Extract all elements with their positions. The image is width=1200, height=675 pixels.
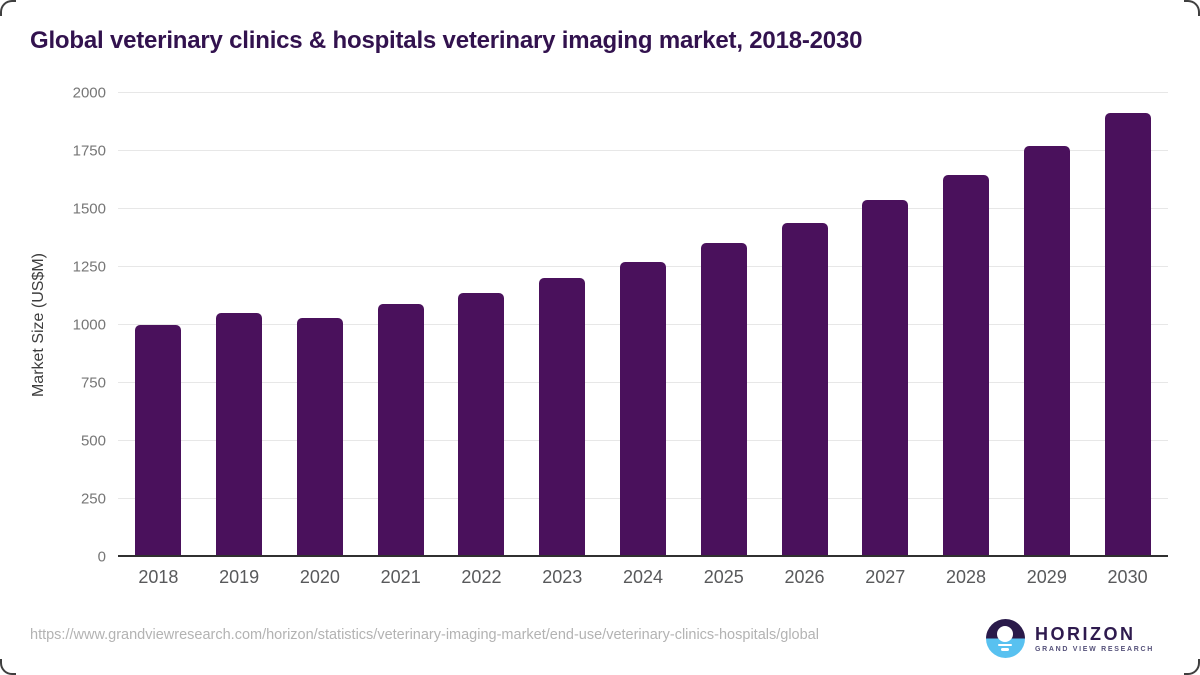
- y-tick-label-750: 750: [80, 374, 106, 392]
- y-tick-label-1000: 1000: [72, 316, 106, 334]
- logo-reflection-line: [998, 643, 1013, 646]
- x-axis-tick-labels: 2018 2019 2020 2021 2022 2023 2024 2025 2026 2027…: [118, 567, 1168, 588]
- y-tick-label-500: 500: [80, 432, 106, 450]
- x-tick-label-2018: 2018: [138, 567, 179, 587]
- x-tick-label-2024: 2024: [622, 567, 663, 587]
- horizon-logo-icon: [985, 619, 1025, 658]
- bar-2028[interactable]: [943, 175, 990, 556]
- card-corner-top-right: [1184, 0, 1200, 16]
- x-axis-line: [118, 555, 1168, 557]
- y-tick-label-1250: 1250: [72, 258, 106, 276]
- bar-2023[interactable]: [539, 278, 586, 556]
- bar-series: [118, 93, 1168, 556]
- x-tick-label-2022: 2022: [461, 567, 502, 587]
- y-tick-label-1750: 1750: [72, 142, 106, 160]
- x-tick-label-2021: 2021: [380, 567, 421, 587]
- bar-slot-2026: [764, 93, 845, 556]
- logo-text: HORIZON GRAND VIEW RESEARCH: [1035, 625, 1154, 653]
- gridline-1500: [118, 208, 1168, 209]
- x-tick-label-2028: 2028: [946, 567, 987, 587]
- bar-2018[interactable]: [135, 324, 182, 556]
- x-tick-label-2019: 2019: [219, 567, 260, 587]
- bar-slot-2028: [926, 93, 1007, 556]
- logo-sub-brand: GRAND VIEW RESEARCH: [1034, 645, 1154, 653]
- bar-slot-2030: [1087, 93, 1168, 556]
- y-tick-label-0: 0: [97, 548, 106, 566]
- bar-2027[interactable]: [862, 200, 909, 556]
- logo-reflection-line: [1001, 648, 1010, 651]
- bar-slot-2029: [1006, 93, 1087, 556]
- card-corner-top-left: [0, 0, 16, 16]
- bar-slot-2020: [280, 93, 361, 556]
- bar-2026[interactable]: [781, 222, 828, 556]
- y-axis-tick-labels: 0 250 500 750 1000 1250 1500 1750 2000: [0, 85, 106, 566]
- plot-area: [118, 92, 1168, 557]
- card-corner-bottom-left: [0, 659, 16, 675]
- bar-2030[interactable]: [1104, 112, 1151, 556]
- bar-2019[interactable]: [216, 312, 263, 556]
- logo-brand: HORIZON: [1034, 623, 1136, 644]
- x-tick-label-2030: 2030: [1107, 567, 1148, 587]
- x-tick-label-2025: 2025: [703, 567, 744, 587]
- bar-slot-2022: [441, 93, 522, 556]
- bar-slot-2019: [199, 93, 280, 556]
- bar-slot-2018: [118, 93, 199, 556]
- logo-sun-icon: [997, 626, 1014, 642]
- bar-slot-2025: [683, 93, 764, 556]
- bar-slot-2023: [522, 93, 603, 556]
- bar-2021[interactable]: [377, 304, 424, 556]
- chart-title: Global veterinary clinics & hospitals ve…: [30, 27, 863, 54]
- source-url: https://www.grandviewresearch.com/horizo…: [30, 627, 819, 643]
- card-corner-bottom-right: [1184, 659, 1200, 675]
- x-tick-label-2020: 2020: [299, 567, 340, 587]
- bar-2025[interactable]: [700, 243, 747, 556]
- y-tick-label-250: 250: [80, 490, 106, 508]
- bar-2020[interactable]: [296, 317, 343, 556]
- bar-slot-2024: [603, 93, 684, 556]
- bar-slot-2021: [360, 93, 441, 556]
- bar-slot-2027: [845, 93, 926, 556]
- gridline-1750: [118, 150, 1168, 151]
- x-tick-label-2027: 2027: [865, 567, 906, 587]
- y-tick-label-1500: 1500: [72, 200, 106, 218]
- x-tick-label-2023: 2023: [542, 567, 583, 587]
- gridline-2000: [118, 92, 1168, 93]
- x-tick-label-2026: 2026: [784, 567, 825, 587]
- bar-2022[interactable]: [458, 293, 505, 556]
- x-tick-label-2029: 2029: [1026, 567, 1067, 587]
- bar-2024[interactable]: [619, 261, 666, 556]
- horizon-logo: HORIZON GRAND VIEW RESEARCH: [985, 619, 1154, 658]
- bar-2029[interactable]: [1023, 146, 1070, 556]
- y-tick-label-2000: 2000: [72, 84, 106, 102]
